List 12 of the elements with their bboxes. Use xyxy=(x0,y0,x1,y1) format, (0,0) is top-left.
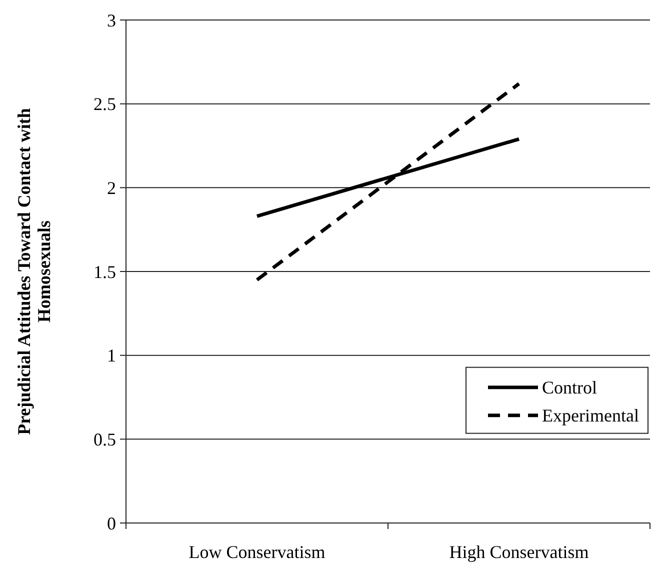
y-tick-label: 2 xyxy=(107,178,116,198)
y-tick-label: 1.5 xyxy=(94,262,116,282)
legend-label: Control xyxy=(542,378,598,398)
y-tick-label: 0.5 xyxy=(94,429,116,450)
x-tick-label: Low Conservatism xyxy=(188,542,326,562)
x-tick-label: High Conservatism xyxy=(449,542,589,562)
y-tick-label: 0 xyxy=(107,513,116,534)
y-tick-label: 2.5 xyxy=(94,94,116,114)
y-tick-label: 1 xyxy=(107,346,116,366)
y-axis-title: Prejudicial Attitudes Toward Contact with Homosexuals xyxy=(14,108,54,435)
legend-label: Experimental xyxy=(542,406,639,426)
y-tick-label: 3 xyxy=(107,10,116,30)
